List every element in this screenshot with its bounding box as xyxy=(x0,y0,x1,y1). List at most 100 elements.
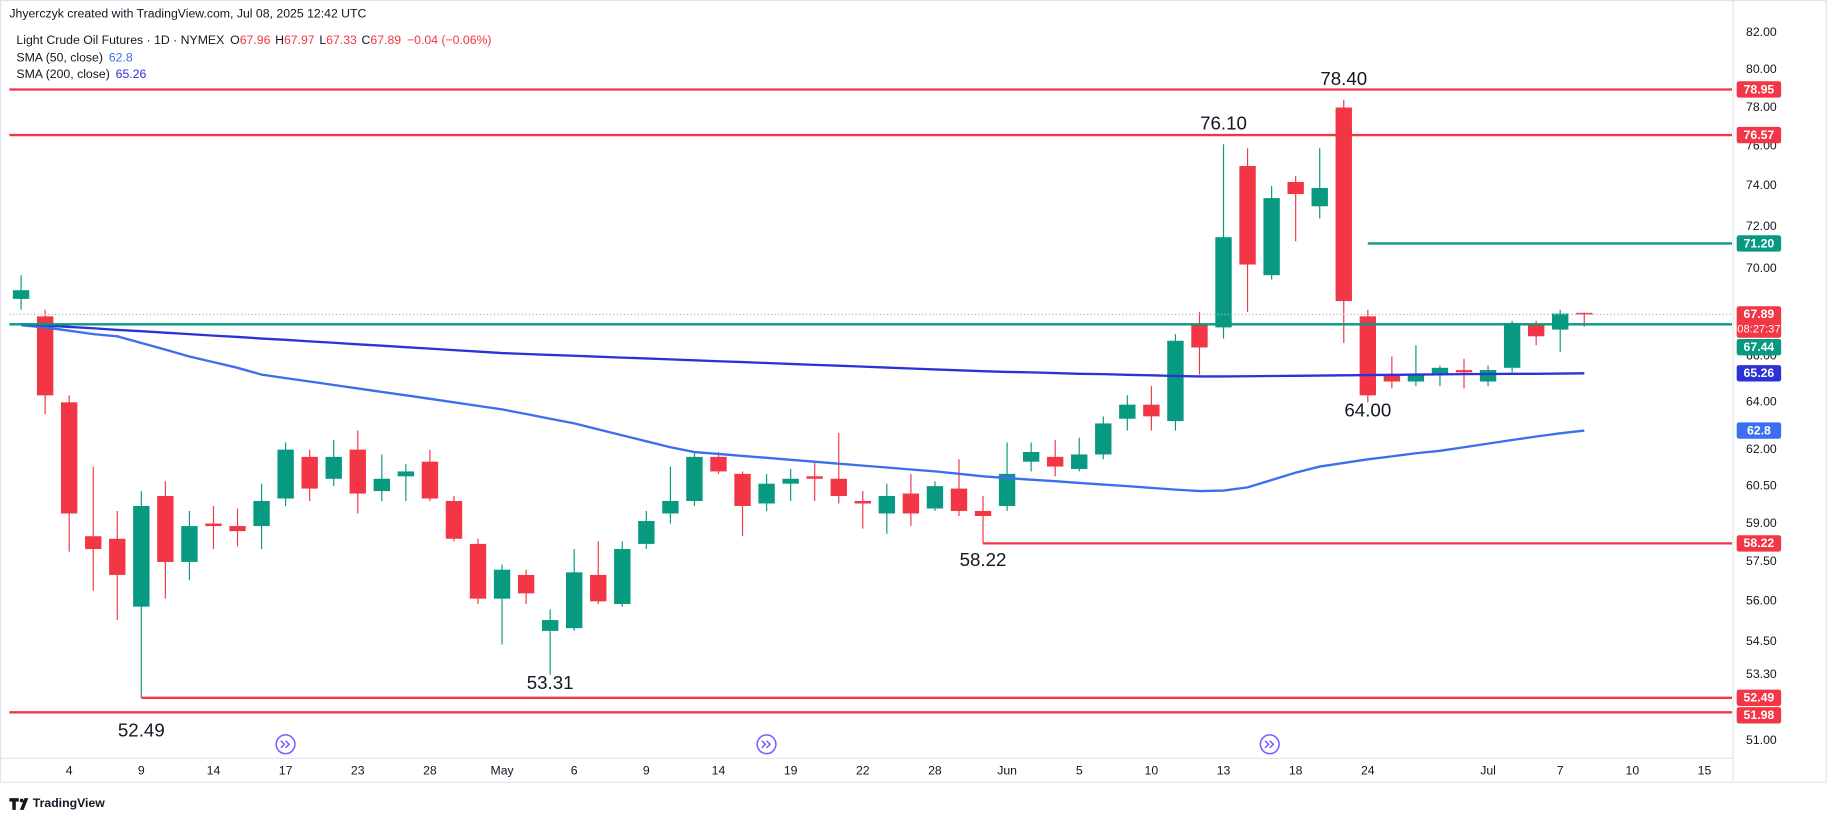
candle-body xyxy=(349,449,366,494)
candle-body xyxy=(1383,374,1401,382)
x-tick-label: 28 xyxy=(928,763,942,777)
candle-body xyxy=(1455,370,1473,373)
close-value: 67.89 xyxy=(370,33,401,47)
candle-body xyxy=(1215,237,1232,328)
candle-body xyxy=(325,456,342,479)
candle-body xyxy=(974,510,992,516)
event-icon[interactable] xyxy=(275,734,296,755)
price-badge xyxy=(1736,365,1782,382)
candle-body xyxy=(686,456,703,501)
candle-body xyxy=(854,500,871,504)
price-annotation: 53.31 xyxy=(527,672,574,693)
price-annotation: 78.40 xyxy=(1320,68,1367,89)
byline: Jhyerczyk created with TradingView.com, … xyxy=(9,6,366,20)
candle-body xyxy=(157,496,174,562)
candle-body xyxy=(1335,107,1352,302)
candle-body xyxy=(469,543,487,599)
candle-body xyxy=(950,488,968,511)
candle-body xyxy=(806,476,823,479)
x-tick-label: 14 xyxy=(207,763,221,777)
sma-line xyxy=(21,322,1585,378)
candle-body xyxy=(1095,423,1112,455)
open-value: 67.96 xyxy=(240,33,271,47)
x-tick-label: 7 xyxy=(1557,763,1564,777)
x-tick-label: Jul xyxy=(1480,763,1496,777)
candle-body xyxy=(301,456,318,489)
candle-body xyxy=(36,316,54,396)
high-letter: H xyxy=(275,33,284,47)
x-tick-label: 13 xyxy=(1217,763,1231,777)
x-tick-label: 10 xyxy=(1145,763,1159,777)
price-badge xyxy=(1736,689,1782,706)
price-badge-label: 51.98 xyxy=(1744,708,1775,722)
candle-body xyxy=(710,456,727,472)
price-badge-label: 58.22 xyxy=(1744,536,1775,550)
price-badge-label: 67.89 xyxy=(1744,307,1775,321)
y-tick-label: 51.00 xyxy=(1746,733,1777,747)
x-tick-label: 15 xyxy=(1698,763,1712,777)
y-tick-label: 56.00 xyxy=(1746,594,1777,608)
candle-body xyxy=(1191,325,1208,348)
candle-body xyxy=(205,523,222,527)
candle-body xyxy=(1407,374,1425,382)
sma200-legend: SMA (200, close) 65.26 xyxy=(16,67,146,81)
price-badge-label: 62.8 xyxy=(1747,423,1771,437)
x-tick-label: 17 xyxy=(279,763,293,777)
sma-line xyxy=(20,324,1585,493)
price-badge-label: 78.95 xyxy=(1744,82,1775,96)
brand[interactable]: TradingView xyxy=(9,796,105,810)
x-tick-label: 10 xyxy=(1626,763,1640,777)
candle-body xyxy=(878,496,896,514)
countdown: 08:27:37 xyxy=(1737,324,1780,336)
y-tick-label: 80.00 xyxy=(1746,62,1777,76)
x-tick-label: 9 xyxy=(643,763,650,777)
price-badge-label: 65.26 xyxy=(1744,366,1775,380)
price-badge xyxy=(1736,81,1782,98)
x-tick-label: 22 xyxy=(856,763,870,777)
candle-body xyxy=(1431,367,1449,375)
event-icons xyxy=(275,734,1280,755)
y-tick-label: 78.00 xyxy=(1746,100,1777,114)
sma-value: 62.8 xyxy=(109,51,133,65)
x-tick-label: 28 xyxy=(423,763,437,777)
candle-body xyxy=(1071,454,1088,469)
candle-body xyxy=(662,500,679,514)
candle-body xyxy=(109,538,126,575)
candle-body xyxy=(758,483,775,504)
frame xyxy=(0,0,1827,783)
price-annotation: 52.49 xyxy=(118,720,165,741)
price-badge xyxy=(1736,707,1782,724)
sma-value: 65.26 xyxy=(116,67,147,81)
y-tick-label: 72.00 xyxy=(1746,219,1777,233)
candle-body xyxy=(734,473,751,506)
candle-body xyxy=(1263,198,1280,276)
brand-logo-dot xyxy=(19,798,24,803)
y-tick-label: 54.50 xyxy=(1746,634,1777,648)
candle-body xyxy=(181,526,198,562)
event-icon[interactable] xyxy=(756,734,777,755)
candle-body xyxy=(1287,181,1304,195)
sma-name: SMA (50, close) xyxy=(16,51,103,65)
price-badge xyxy=(1736,235,1782,252)
open-letter: O xyxy=(230,33,240,47)
price-annotation: 64.00 xyxy=(1344,400,1391,421)
y-tick-label: 74.00 xyxy=(1746,178,1777,192)
x-tick-label: May xyxy=(490,763,514,777)
low-value: 67.33 xyxy=(326,33,357,47)
event-icon[interactable] xyxy=(1259,734,1280,755)
x-tick-label: 6 xyxy=(571,763,578,777)
price-badge-label: 52.49 xyxy=(1744,691,1775,705)
candle-body xyxy=(1359,316,1377,396)
candle-body xyxy=(1119,404,1136,419)
candle-body xyxy=(1479,370,1497,382)
change: −0.04 (−0.06%) xyxy=(407,33,492,47)
price-badge xyxy=(1736,306,1782,338)
candle-body xyxy=(638,521,655,544)
candle-body xyxy=(12,290,30,299)
candle-body xyxy=(373,478,391,492)
sma50-legend: SMA (50, close) 62.8 xyxy=(16,51,132,65)
candle-body xyxy=(1239,165,1256,265)
brand-name: TradingView xyxy=(33,796,105,810)
candle-body xyxy=(85,536,102,550)
